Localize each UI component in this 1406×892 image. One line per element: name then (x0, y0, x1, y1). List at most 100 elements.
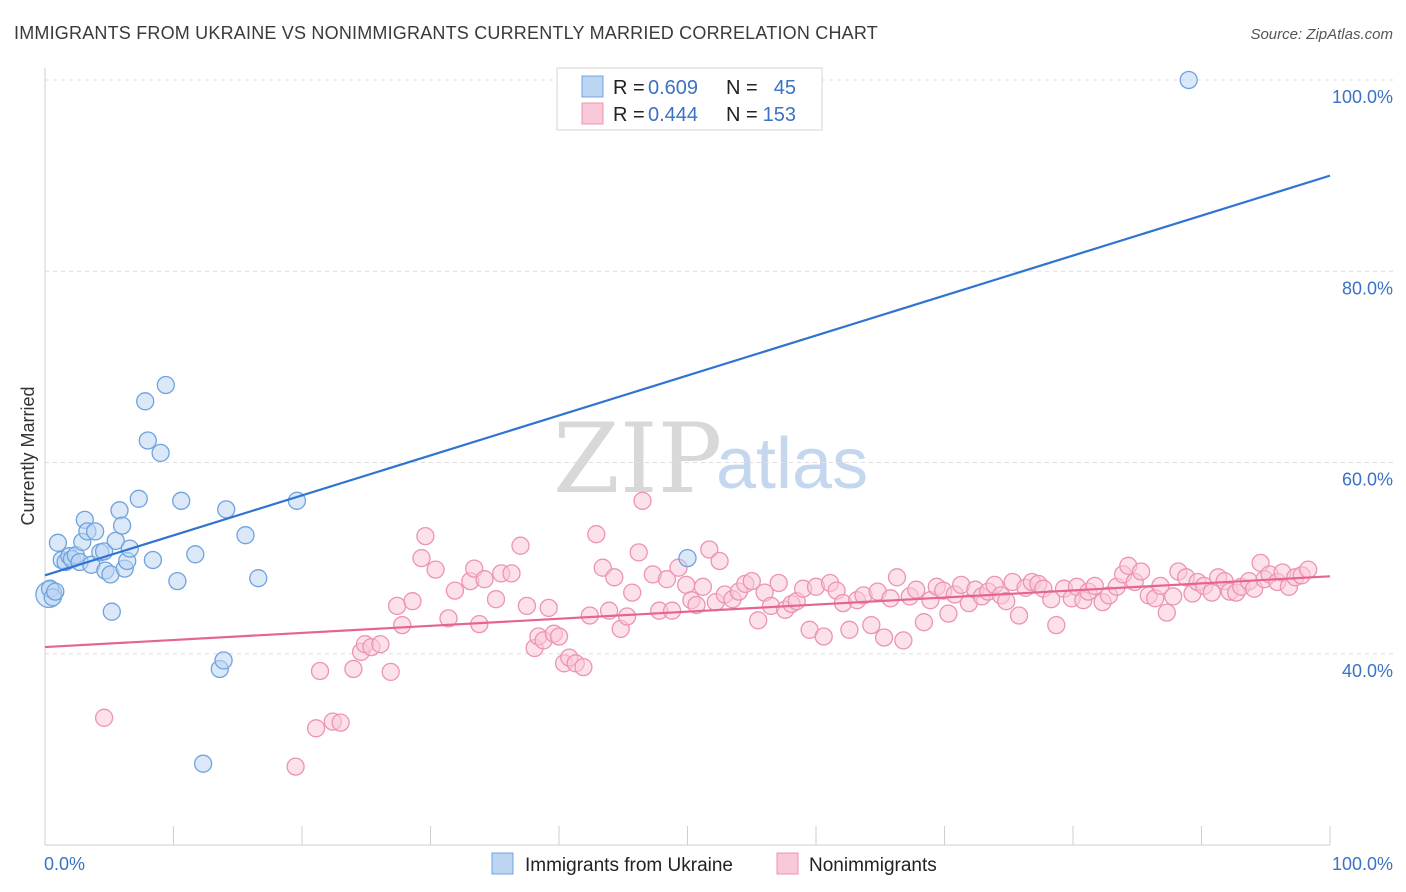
nonimmigrant-point (914, 613, 934, 632)
nonimmigrant-point (286, 757, 305, 776)
nonimmigrant-point (416, 526, 435, 546)
legend-n-value-1: 45 (774, 77, 796, 99)
legend-n-value-2: 153 (763, 104, 796, 126)
ukraine-point (193, 754, 213, 773)
x-tick-marks (44, 826, 1331, 845)
nonimmigrant-point (1009, 606, 1029, 625)
nonimmigrant-point (517, 596, 537, 616)
legend-r-label-2: R = (613, 104, 645, 126)
ukraine-point (151, 443, 170, 463)
nonimmigrant-point (749, 611, 768, 630)
nonimmigrant-point (393, 615, 412, 635)
nonimmigrant-point (814, 627, 833, 646)
ukraine-point (46, 582, 65, 601)
ukraine-point (48, 533, 68, 552)
nonimmigrant-point (445, 581, 465, 600)
nonimmigrant-point (907, 580, 926, 599)
stats-legend: R = 0.609 N = 45 R = 0.444 N = 153 (556, 67, 823, 131)
watermark: ZIP atlas (553, 403, 868, 515)
nonimmigrant-point (412, 548, 431, 568)
nonimmigrant-point (677, 575, 696, 595)
series-legend-label-ukraine: Immigrants from Ukraine (525, 855, 733, 876)
nonimmigrant-point (539, 598, 558, 618)
ukraine-point (143, 550, 163, 570)
legend-n-label-2: N = (726, 104, 758, 126)
legend-swatch-ukraine (581, 75, 604, 98)
nonimmigrant-point (587, 525, 606, 544)
nonimmigrant-point (1157, 603, 1176, 622)
nonimmigrant-point (387, 596, 407, 616)
nonimmigrant-point (403, 592, 422, 611)
nonimmigrant-point (475, 570, 494, 589)
nonimmigrant-point (657, 570, 677, 589)
data-points (35, 70, 1318, 776)
nonimmigrant-point (687, 595, 706, 615)
nonimmigrant-point (94, 708, 114, 727)
gridlines (45, 79, 1393, 655)
nonimmigrant-point (426, 560, 445, 579)
nonimmigrant-point (700, 540, 719, 559)
y-tick-label: 100.0% (1332, 87, 1393, 107)
nonimmigrant-point (894, 631, 913, 650)
ukraine-point (678, 548, 697, 568)
y-tick-label: 40.0% (1342, 661, 1393, 681)
nonimmigrant-point (710, 551, 729, 571)
ukraine-point (112, 516, 132, 535)
nonimmigrant-point (633, 491, 652, 510)
nonimmigrant-point (939, 604, 958, 623)
nonimmigrant-point (1164, 587, 1183, 606)
nonimmigrant-point (549, 627, 569, 646)
nonimmigrant-point (1047, 615, 1066, 635)
ukraine-point (129, 489, 148, 508)
nonimmigrant-point (1131, 562, 1151, 581)
nonimmigrant-point (997, 592, 1016, 611)
nonimmigrant-point (1202, 583, 1221, 602)
ukraine-point (156, 375, 175, 395)
legend-r-label-1: R = (613, 77, 645, 99)
nonimmigrant-point (881, 589, 900, 608)
ukraine-point (136, 392, 155, 411)
chart-title: IMMIGRANTS FROM UKRAINE VS NONIMMIGRANTS… (14, 23, 878, 43)
trend-lines (44, 174, 1331, 649)
series-legend-swatch-nonimmigrants (776, 852, 799, 875)
nonimmigrant-point (840, 620, 859, 639)
nonimmigrant-point (486, 590, 506, 609)
chart-source: Source: ZipAtlas.com (1250, 26, 1393, 43)
nonimmigrant-point (862, 615, 881, 635)
nonimmigrant-point (617, 607, 637, 626)
nonimmigrant-point (310, 661, 330, 681)
nonimmigrant-point (887, 568, 907, 587)
y-tick-label: 80.0% (1342, 278, 1393, 298)
ukraine-trend-line (44, 174, 1331, 577)
legend-r-value-2: 0.444 (648, 104, 698, 126)
nonimmigrant-point (605, 568, 624, 587)
nonimmigrant-point (874, 628, 894, 647)
nonimmigrant-point (574, 657, 593, 677)
ukraine-point (168, 571, 187, 591)
ukraine-point (249, 569, 268, 588)
nonimmigrant-trend-line (44, 575, 1331, 649)
nonimmigrant-point (306, 719, 326, 738)
x-tick-label-right: 100.0% (1332, 854, 1393, 874)
nonimmigrant-point (623, 583, 642, 602)
nonimmigrant-point (502, 564, 521, 583)
series-legend-swatch-ukraine (491, 852, 514, 875)
ukraine-point (217, 500, 236, 519)
nonimmigrant-point (381, 662, 400, 682)
nonimmigrant-point (439, 609, 458, 628)
legend-r-value-1: 0.609 (648, 77, 698, 99)
nonimmigrant-point (1299, 560, 1318, 579)
ukraine-point (214, 651, 233, 670)
nonimmigrant-point (371, 635, 390, 654)
y-tick-label: 60.0% (1342, 470, 1393, 490)
ukraine-point (186, 545, 205, 564)
nonimmigrant-point (629, 543, 648, 562)
legend-n-label-1: N = (726, 77, 758, 99)
ukraine-point (110, 501, 129, 520)
ukraine-point (172, 491, 191, 510)
ukraine-point (138, 431, 157, 450)
nonimmigrant-point (344, 659, 363, 679)
y-axis-label: Currently Married (18, 386, 38, 525)
ukraine-point (85, 522, 105, 541)
